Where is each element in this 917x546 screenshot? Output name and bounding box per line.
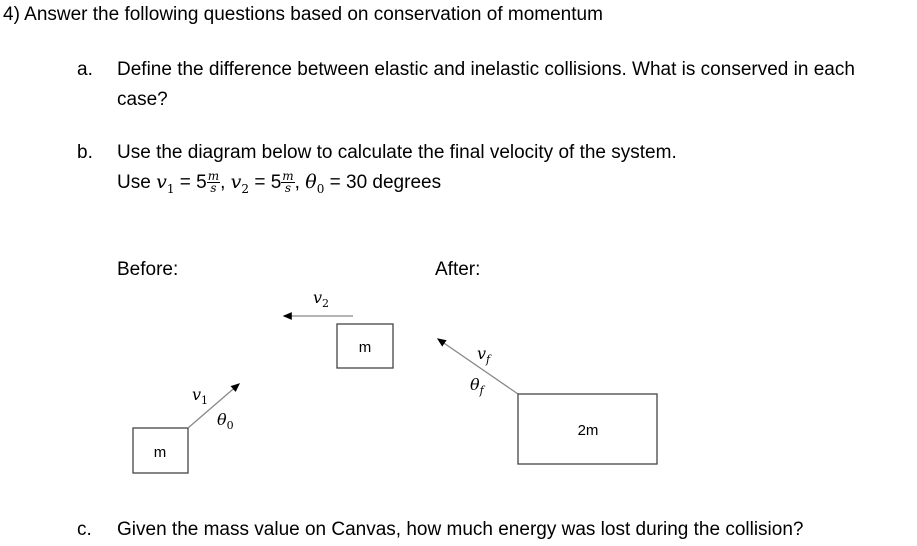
v2-label: v2 xyxy=(313,288,329,310)
mass-2-box xyxy=(336,323,394,369)
mass-1-box xyxy=(132,427,189,474)
combined-mass-label: 2m xyxy=(578,422,599,439)
mass-2-label: m xyxy=(359,339,372,356)
part-c-text: Given the mass value on Canvas, how much… xyxy=(117,519,804,540)
part-a-marker: a. xyxy=(77,59,93,80)
part-a-text: Define the difference between elastic an… xyxy=(117,59,855,80)
combined-mass-box xyxy=(517,393,658,465)
before-label: Before: xyxy=(117,259,179,280)
part-a-text-cont: case? xyxy=(117,89,168,110)
part-b-marker: b. xyxy=(77,142,93,163)
after-label: After: xyxy=(435,259,481,280)
vf-arrow xyxy=(436,338,519,395)
v1-label: v1 xyxy=(192,385,208,407)
mass-1-label: m xyxy=(154,444,167,461)
part-c-marker: c. xyxy=(77,519,92,540)
question-number: 4) xyxy=(3,4,20,25)
theta0-label: θ0 xyxy=(217,410,234,432)
thetaf-label: θf xyxy=(470,375,486,397)
question-title: Answer the following questions based on … xyxy=(24,4,603,25)
vf-label: vf xyxy=(477,344,492,366)
part-b-text: Use the diagram below to calculate the f… xyxy=(117,142,677,163)
v1-arrow xyxy=(187,383,240,429)
question-heading: 4) Answer the following questions based … xyxy=(3,4,603,26)
